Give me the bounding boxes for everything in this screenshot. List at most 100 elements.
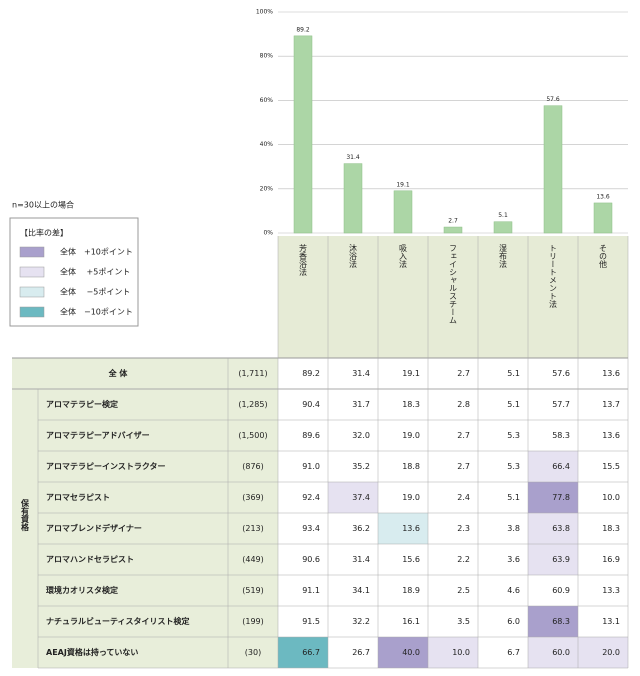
cell-bg bbox=[578, 358, 628, 389]
total-cell: 89.2 bbox=[302, 369, 320, 378]
cell-bg bbox=[578, 420, 628, 451]
row-label: アロマブレンドデザイナー bbox=[46, 523, 142, 533]
cell-bg bbox=[278, 389, 328, 420]
cell-bg bbox=[578, 575, 628, 606]
cell-bg bbox=[578, 544, 628, 575]
bar bbox=[593, 202, 613, 234]
cell-bg bbox=[528, 544, 578, 575]
cell-bg bbox=[578, 482, 628, 513]
cell-value: 31.4 bbox=[352, 555, 370, 564]
cell-bg bbox=[328, 482, 378, 513]
row-label: 環境カオリスタ検定 bbox=[46, 585, 118, 595]
cell-bg bbox=[378, 420, 428, 451]
cell-value: 58.3 bbox=[552, 431, 570, 440]
total-label: 全 体 bbox=[108, 368, 129, 378]
cell-value: 60.0 bbox=[552, 648, 570, 657]
row-n: (876) bbox=[242, 462, 264, 471]
legend-title: 【比率の差】 bbox=[20, 228, 68, 238]
legend-label: 全体 −5ポイント bbox=[60, 287, 130, 297]
cell-value: 18.3 bbox=[602, 524, 620, 533]
legend-swatch bbox=[19, 286, 45, 298]
cell-value: 34.1 bbox=[352, 586, 370, 595]
bar bbox=[293, 35, 313, 234]
cell-value: 10.0 bbox=[452, 648, 470, 657]
cell-value: 26.7 bbox=[352, 648, 370, 657]
row-n: (449) bbox=[242, 555, 264, 564]
cell-bg bbox=[378, 513, 428, 544]
bar bbox=[343, 163, 363, 234]
total-cell: 31.4 bbox=[352, 369, 370, 378]
bar-value-label: 19.1 bbox=[396, 181, 410, 188]
cell-bg bbox=[478, 544, 528, 575]
row-label: アロマテラピーインストラクター bbox=[46, 461, 166, 471]
cell-value: 36.2 bbox=[352, 524, 370, 533]
cell-value: 90.4 bbox=[302, 400, 320, 409]
cell-bg bbox=[528, 389, 578, 420]
cell-bg bbox=[328, 420, 378, 451]
y-tick-label: 0% bbox=[263, 230, 273, 237]
cell-value: 18.8 bbox=[402, 462, 420, 471]
row-n: (369) bbox=[242, 493, 264, 502]
cell-value: 89.6 bbox=[302, 431, 320, 440]
cell-value: 31.7 bbox=[352, 400, 370, 409]
cell-value: 5.3 bbox=[507, 462, 520, 471]
cell-value: 5.1 bbox=[507, 493, 520, 502]
bar-value-label: 5.1 bbox=[498, 212, 508, 219]
cell-bg bbox=[428, 358, 478, 389]
y-tick-label: 40% bbox=[260, 141, 274, 148]
cell-value: 68.3 bbox=[552, 617, 570, 626]
column-header: フェイシャルスチーム bbox=[449, 244, 458, 324]
y-tick-label: 60% bbox=[260, 97, 274, 104]
row-n: (1,500) bbox=[238, 431, 267, 440]
cell-bg bbox=[378, 637, 428, 668]
group-label: 保有資格 bbox=[20, 498, 30, 532]
cell-value: 4.6 bbox=[507, 586, 520, 595]
legend-label: 全体 +10ポイント bbox=[60, 247, 133, 257]
total-cell: 5.1 bbox=[507, 369, 520, 378]
cell-bg bbox=[478, 451, 528, 482]
bar bbox=[493, 221, 513, 234]
legend-swatch bbox=[19, 246, 45, 258]
cell-bg bbox=[328, 544, 378, 575]
cell-bg bbox=[328, 606, 378, 637]
cell-bg bbox=[428, 389, 478, 420]
y-tick-label: 100% bbox=[256, 9, 273, 16]
cell-value: 2.8 bbox=[457, 400, 470, 409]
cell-bg bbox=[478, 482, 528, 513]
cell-bg bbox=[528, 482, 578, 513]
cell-value: 2.5 bbox=[457, 586, 470, 595]
cell-bg bbox=[478, 575, 528, 606]
cell-value: 18.3 bbox=[402, 400, 420, 409]
cell-value: 37.4 bbox=[352, 493, 370, 502]
cell-bg bbox=[428, 606, 478, 637]
cell-bg bbox=[328, 451, 378, 482]
cell-bg bbox=[478, 389, 528, 420]
cell-value: 93.4 bbox=[302, 524, 320, 533]
cell-bg bbox=[528, 575, 578, 606]
row-n: (199) bbox=[242, 617, 264, 626]
column-header: 湿布法 bbox=[499, 244, 508, 269]
cell-value: 3.5 bbox=[457, 617, 470, 626]
total-n: (1,711) bbox=[238, 369, 267, 378]
cell-bg bbox=[428, 451, 478, 482]
total-cell: 2.7 bbox=[457, 369, 470, 378]
bar bbox=[393, 190, 413, 234]
cell-bg bbox=[378, 575, 428, 606]
cell-bg bbox=[428, 513, 478, 544]
bar-value-label: 89.2 bbox=[296, 26, 310, 33]
cell-value: 2.7 bbox=[457, 431, 470, 440]
row-label: ナチュラルビューティスタイリスト検定 bbox=[46, 616, 190, 626]
cell-value: 13.1 bbox=[602, 617, 620, 626]
cell-value: 35.2 bbox=[352, 462, 370, 471]
cell-bg bbox=[278, 513, 328, 544]
cell-bg bbox=[378, 389, 428, 420]
cell-bg bbox=[378, 544, 428, 575]
cell-bg bbox=[278, 420, 328, 451]
cell-bg bbox=[328, 513, 378, 544]
bar-value-label: 31.4 bbox=[346, 154, 360, 161]
cell-value: 2.2 bbox=[457, 555, 470, 564]
cell-value: 3.6 bbox=[507, 555, 520, 564]
cell-bg bbox=[378, 451, 428, 482]
column-header: 吸入法 bbox=[399, 244, 408, 269]
cell-bg bbox=[478, 513, 528, 544]
